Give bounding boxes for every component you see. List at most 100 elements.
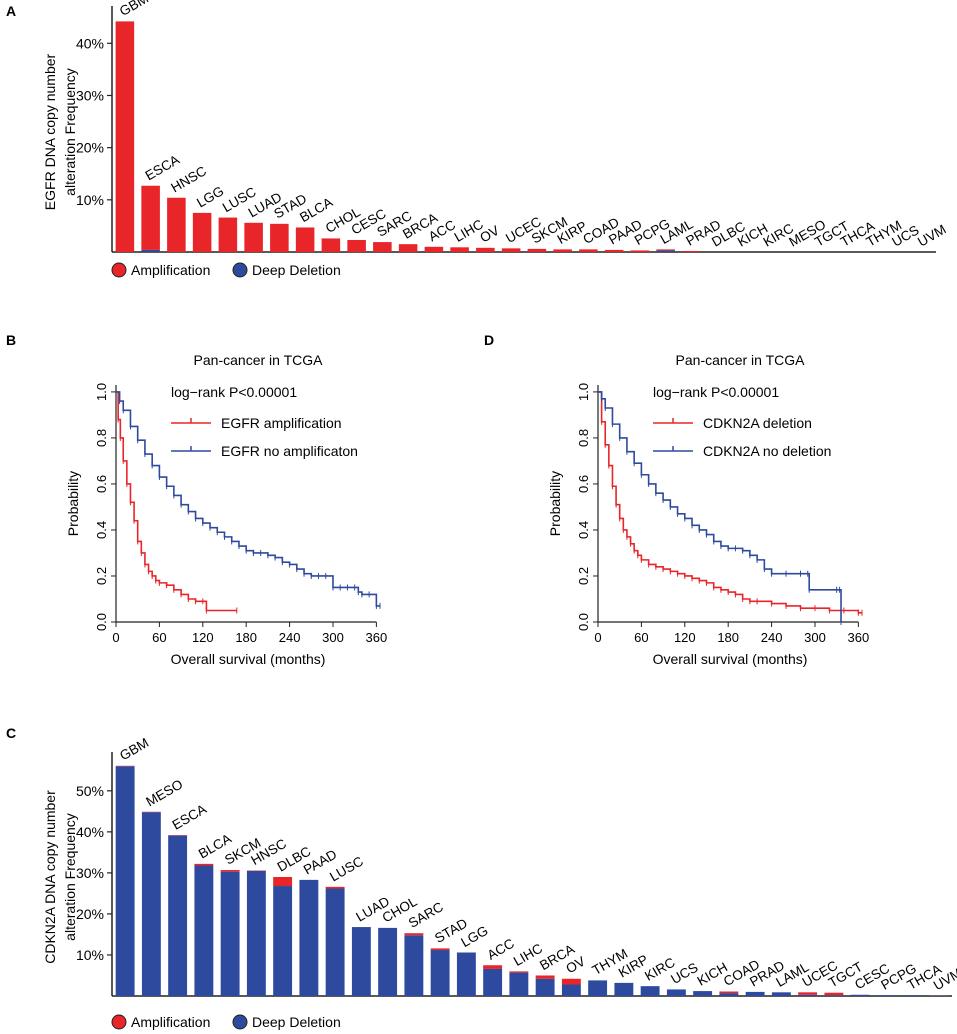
bar-amplification (450, 247, 469, 252)
y-axis-label: CDKN2A DNA copy number (42, 790, 58, 964)
x-tick-label: 120 (192, 630, 214, 645)
legend-c-deletion-swatch (232, 1014, 248, 1030)
x-tick-label: 300 (322, 630, 344, 645)
y-tick-label: 0.4 (94, 521, 109, 539)
legend-a: Amplification Deep Deletion (111, 262, 341, 278)
legend-label: CDKN2A deletion (703, 415, 812, 431)
bar-amplification (192, 212, 212, 252)
legend-a-deletion-label: Deep Deletion (252, 262, 341, 278)
km-curve (598, 391, 842, 622)
y-tick-label: 1.0 (576, 383, 591, 401)
x-tick-label: 180 (235, 630, 257, 645)
bar-amplification (218, 217, 238, 252)
x-tick-label: 0 (112, 630, 119, 645)
bar-deletion (378, 927, 398, 996)
y-tick-label: 10% (76, 192, 104, 208)
y-axis-label: alteration Frequency (62, 813, 78, 941)
bar-deletion (824, 995, 844, 996)
bar-amplification (501, 248, 521, 252)
bar-amplification (561, 978, 581, 985)
x-tick-label: 300 (804, 630, 826, 645)
bar-deletion (168, 835, 188, 996)
legend-label: CDKN2A no deletion (703, 443, 831, 459)
chart-c: CDKN2A DNA copy number alteration Frequen… (42, 735, 957, 997)
y-axis-label: EGFR DNA copy number (42, 53, 58, 210)
panel-a-letter: A (6, 3, 16, 19)
x-axis-label: Overall survival (months) (171, 651, 326, 667)
y-tick-label: 0.8 (576, 429, 591, 447)
x-tick-label: 180 (717, 630, 739, 645)
chart-a: EGFR DNA copy number alteration Frequency… (42, 0, 949, 253)
legend-a-deletion-swatch (232, 262, 248, 278)
category-label: ESCA (170, 801, 209, 832)
bar-deletion (483, 968, 503, 996)
y-tick-label: 0.6 (576, 475, 591, 493)
x-tick-label: 120 (674, 630, 696, 645)
y-tick-label: 0.0 (94, 613, 109, 631)
x-axis-label: Overall survival (months) (653, 651, 808, 667)
bar-deletion (535, 978, 555, 996)
category-label: GBM (117, 735, 151, 763)
bar-amplification (194, 863, 214, 866)
y-axis-label: Probability (65, 471, 81, 536)
chart-title: Pan-cancer in TCGA (194, 352, 324, 368)
y-axis-label: alteration Frequency (62, 68, 78, 196)
x-tick-label: 240 (279, 630, 301, 645)
x-tick-label: 60 (152, 630, 166, 645)
legend-c-amplification-swatch (111, 1014, 127, 1030)
bar-amplification (476, 247, 495, 252)
panel-c-letter: C (6, 725, 16, 741)
bar-deletion (194, 865, 214, 996)
bar-deletion (719, 993, 739, 996)
category-label: UVM (915, 222, 948, 250)
legend-c: Amplification Deep Deletion (111, 1014, 341, 1030)
bar-amplification (295, 227, 315, 252)
pvalue-label: log−rank P<0.00001 (171, 384, 297, 400)
km-curve (116, 391, 237, 612)
y-tick-label: 0.2 (576, 567, 591, 585)
bar-amplification (719, 991, 739, 994)
y-tick-label: 30% (76, 865, 104, 881)
x-tick-label: 60 (634, 630, 648, 645)
bar-deletion (798, 994, 818, 996)
bar-amplification (630, 250, 650, 252)
bar-deletion (273, 886, 293, 996)
bar-deletion (614, 982, 634, 996)
y-tick-label: 0.0 (576, 613, 591, 631)
legend-c-amplification-label: Amplification (131, 1014, 210, 1030)
bar-amplification (220, 870, 240, 872)
legend-a-amplification-swatch (111, 262, 127, 278)
y-tick-label: 20% (76, 140, 104, 156)
bar-amplification (167, 197, 186, 252)
bar-amplification (798, 992, 818, 995)
bar-amplification (527, 248, 547, 252)
category-label: MESO (143, 776, 185, 809)
bar-amplification (404, 933, 424, 936)
y-tick-label: 40% (76, 824, 104, 840)
y-tick-label: 0.2 (94, 567, 109, 585)
bar-amplification (373, 242, 392, 252)
bar-deletion (456, 952, 476, 996)
bar-deletion (771, 992, 791, 996)
km-curve (116, 391, 380, 607)
y-tick-label: 10% (76, 947, 104, 963)
bar-amplification (682, 250, 701, 252)
bar-amplification (398, 244, 418, 252)
bar-amplification (535, 975, 555, 979)
panel-c: C (6, 725, 16, 741)
bar-amplification (430, 948, 450, 951)
y-tick-label: 30% (76, 87, 104, 103)
bar-deletion (404, 935, 424, 996)
bar-deletion (115, 766, 135, 996)
bar-deletion (588, 980, 608, 996)
bar-amplification (244, 222, 263, 252)
legend-a-amplification-label: Amplification (131, 262, 210, 278)
bar-deletion (430, 950, 450, 996)
bar-deletion (693, 991, 713, 996)
y-axis-label: Probability (547, 471, 563, 536)
bar-amplification (824, 992, 844, 996)
panel-a: A (6, 3, 16, 19)
bar-deletion (299, 879, 319, 996)
